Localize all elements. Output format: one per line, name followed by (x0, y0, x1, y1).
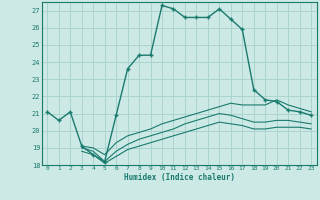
X-axis label: Humidex (Indice chaleur): Humidex (Indice chaleur) (124, 173, 235, 182)
